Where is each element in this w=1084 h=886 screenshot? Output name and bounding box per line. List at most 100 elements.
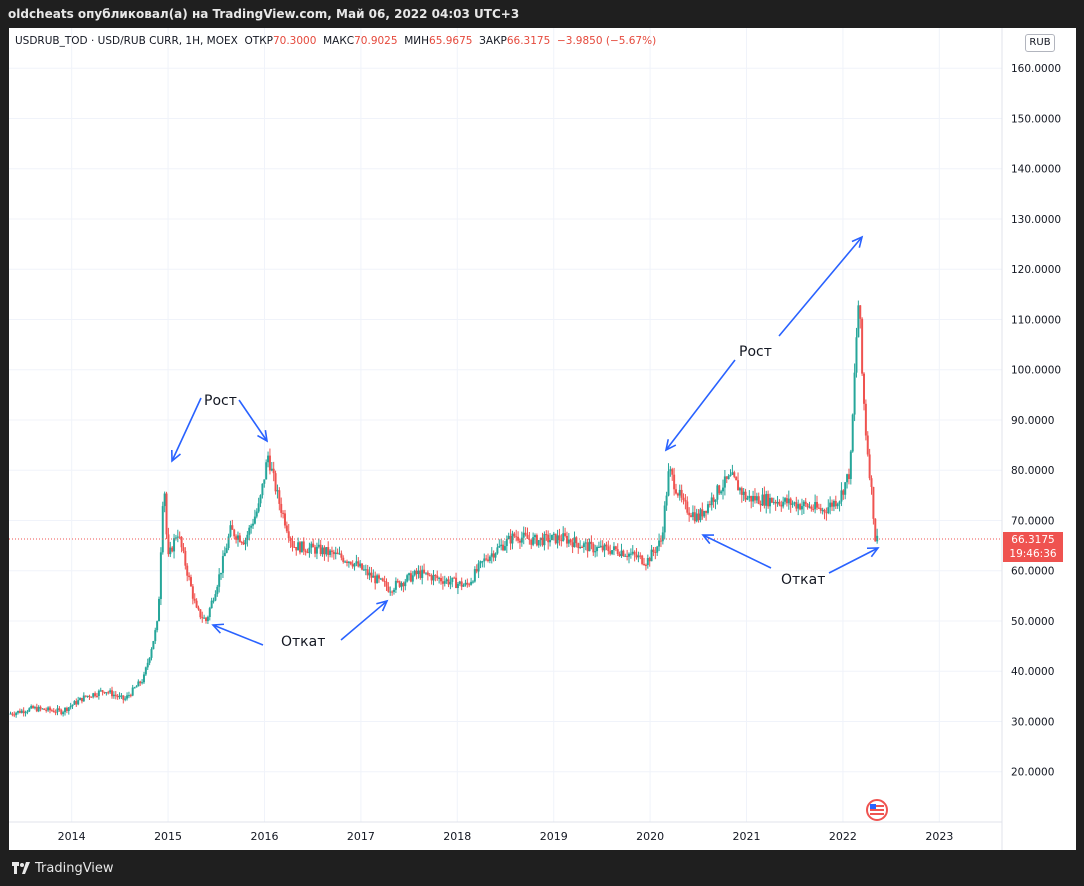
candle-body <box>624 555 627 557</box>
candle-body <box>50 710 53 712</box>
candle-body <box>464 582 467 586</box>
candle-body <box>793 502 796 504</box>
arrow-rost-1-right <box>238 399 269 443</box>
candle-body <box>755 496 758 501</box>
candle-body <box>282 512 285 514</box>
candle-body <box>263 479 266 484</box>
candle-body <box>253 516 256 524</box>
symbol-legend: USDRUB_TOD · USD/RUB CURR, 1H, MOEX ОТКР… <box>15 35 656 47</box>
candle-body <box>37 706 40 712</box>
candle-body <box>676 493 679 496</box>
candle-body <box>799 504 802 510</box>
annotation-rost-1: Рост <box>204 393 237 409</box>
candle-body <box>765 493 768 506</box>
candle-body <box>137 681 140 687</box>
candle-body <box>804 501 807 505</box>
candle-body <box>218 574 221 587</box>
candle-body <box>534 535 537 538</box>
candle-body <box>787 498 790 504</box>
candle-body <box>565 535 568 544</box>
grid-lines <box>9 28 1002 822</box>
candle-body <box>327 547 330 555</box>
candle-body <box>596 547 599 552</box>
candle-body <box>470 581 473 585</box>
candle-body <box>492 553 495 558</box>
candle-body <box>513 533 516 537</box>
candle-body <box>56 708 59 713</box>
candle-body <box>161 506 164 553</box>
candle-body <box>124 698 127 700</box>
candle-body <box>834 500 837 507</box>
candle-body <box>500 544 503 547</box>
chart-frame[interactable]: 20.0000 30.0000 40.0000 50.0000 60.0000 70.00… <box>9 28 1076 850</box>
candle-body <box>39 706 42 709</box>
candle-body <box>97 690 100 696</box>
price-chart[interactable]: 20.0000 30.0000 40.0000 50.0000 60.0000 70.00… <box>9 28 1076 850</box>
candle-body <box>283 513 286 526</box>
time-tick-label: 2021 <box>733 830 761 843</box>
candle-body <box>705 510 708 513</box>
candle-body <box>620 550 623 556</box>
candle-body <box>370 572 373 578</box>
candle-body <box>650 549 653 562</box>
footer: TradingView <box>0 850 1084 886</box>
candle-body <box>428 574 431 576</box>
candle-body <box>688 512 691 516</box>
candle-body <box>862 373 865 404</box>
candle-body <box>723 476 726 488</box>
candle-body <box>859 305 862 319</box>
candle-body <box>20 710 23 713</box>
candle-body <box>767 493 770 507</box>
candle-body <box>229 525 232 537</box>
candle-body <box>314 547 317 554</box>
candle-body <box>80 697 83 702</box>
candle-body <box>703 510 706 517</box>
candle-body <box>808 506 811 508</box>
candle-body <box>203 617 206 619</box>
candle-body <box>628 553 631 557</box>
candle-body <box>158 598 161 622</box>
candle-body <box>844 482 847 495</box>
candle-body <box>154 630 157 642</box>
candle-body <box>214 594 217 601</box>
candle-body <box>857 305 860 338</box>
candle-body <box>398 581 401 587</box>
candle-body <box>661 532 664 542</box>
candle-body <box>144 667 147 675</box>
candle-body <box>453 577 456 579</box>
candle-body <box>646 558 649 566</box>
candle-body <box>558 535 561 541</box>
arrow-otkat-1-right <box>340 599 389 641</box>
candle-body <box>65 707 68 712</box>
candle-body <box>876 535 879 542</box>
candle-body <box>193 598 196 601</box>
candle-body <box>868 454 871 479</box>
candle-body <box>735 476 738 481</box>
candle-body <box>133 687 136 689</box>
candle-body <box>236 535 239 540</box>
candle-body <box>680 489 683 498</box>
arrow-otkat-1-left <box>211 623 264 646</box>
candle-body <box>261 483 264 496</box>
candle-body <box>528 538 531 540</box>
candle-body <box>556 535 559 544</box>
candle-body <box>654 552 657 554</box>
candle-body <box>408 573 411 576</box>
candle-body <box>28 708 31 712</box>
candle-body <box>697 513 700 521</box>
candle-body <box>780 504 783 507</box>
currency-badge[interactable]: RUB <box>1025 34 1055 52</box>
candle-body <box>524 532 527 535</box>
candle-body <box>541 537 544 546</box>
candle-body <box>502 544 505 551</box>
candle-body <box>227 536 230 548</box>
candle-body <box>156 621 159 631</box>
price-tick-label: 100.0000 <box>1011 365 1061 377</box>
candle-body <box>750 495 753 502</box>
candle-body <box>58 708 61 710</box>
candle-body <box>831 502 834 507</box>
candle-body <box>458 581 461 584</box>
candle-body <box>142 674 145 683</box>
candle-body <box>819 508 822 511</box>
candle-body <box>268 455 271 471</box>
